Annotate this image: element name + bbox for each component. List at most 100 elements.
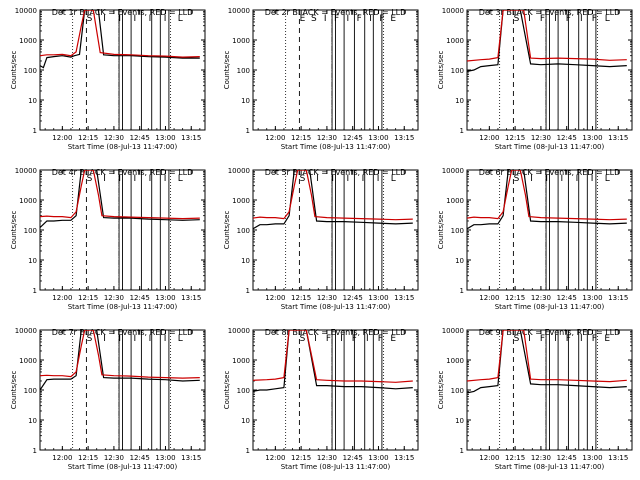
y-axis-label: Counts/sec: [437, 371, 445, 410]
y-tick-label: 100: [237, 67, 250, 75]
x-tick-label: 12:45: [557, 134, 577, 142]
marker-letter: I: [164, 14, 167, 24]
x-tick-label: 12:00: [265, 454, 285, 462]
x-tick-label: 12:00: [479, 454, 499, 462]
detector-panel-3: Det 3r BLACK = Events, RED = LLD11010010…: [437, 7, 633, 151]
series-line-events: [467, 330, 627, 394]
marker-letter: I: [362, 174, 365, 184]
marker-letter: F: [334, 14, 339, 24]
marker-letter: I: [134, 334, 137, 344]
marker-letter: L: [178, 334, 183, 344]
x-axis-label: Start Time (08-Jul-13 11:47:00): [495, 143, 605, 151]
y-tick-label: 10000: [442, 7, 464, 15]
marker-letter: L: [605, 174, 610, 184]
x-tick-label: 12:30: [531, 454, 551, 462]
detector-panel-9: Det 9r BLACK = Events, RED = LLD11010010…: [437, 327, 633, 471]
y-tick-label: 10000: [228, 327, 250, 335]
marker-letter: F: [379, 14, 384, 24]
x-tick-label: 13:00: [582, 134, 602, 142]
series-line-events: [467, 10, 627, 72]
y-tick-label: 100: [24, 67, 37, 75]
marker-letter: I: [149, 174, 152, 184]
x-axis-label: Start Time (08-Jul-13 11:47:00): [281, 143, 391, 151]
x-tick-label: 12:30: [317, 454, 337, 462]
y-tick-label: 1000: [446, 357, 464, 365]
marker-letter: L: [178, 14, 183, 24]
y-tick-label: 1: [246, 287, 250, 295]
x-tick-label: 12:30: [104, 134, 124, 142]
x-tick-label: 12:00: [52, 454, 72, 462]
y-axis-label: Counts/sec: [437, 51, 445, 90]
y-tick-label: 1: [460, 287, 464, 295]
y-axis-label: Counts/sec: [10, 211, 18, 250]
x-tick-label: 13:15: [394, 134, 414, 142]
x-tick-label: 12:00: [265, 134, 285, 142]
series-line-lld: [467, 10, 627, 62]
detector-panel-8: Det 8r BLACK = Events, RED = LLD11010010…: [223, 327, 419, 471]
marker-letter: I: [149, 14, 152, 24]
x-tick-label: 13:15: [608, 454, 628, 462]
marker-letter: I: [134, 14, 137, 24]
detector-panel-2: Det 2r BLACK = Events, RED = LLD11010010…: [223, 7, 419, 151]
x-axis-label: Start Time (08-Jul-13 11:47:00): [68, 303, 178, 311]
marker-letter: I: [347, 174, 350, 184]
x-tick-label: 13:15: [181, 454, 201, 462]
y-tick-label: 100: [24, 227, 37, 235]
y-tick-label: 10: [28, 417, 37, 425]
y-tick-label: 100: [24, 387, 37, 395]
x-tick-label: 13:00: [155, 454, 175, 462]
y-tick-label: 10000: [228, 7, 250, 15]
marker-letter: I: [103, 14, 106, 24]
marker-letter: F: [592, 14, 597, 24]
marker-letter: I: [561, 174, 564, 184]
y-tick-label: 1000: [19, 37, 37, 45]
detector-panel-7: Det 7r BLACK = Events, RED = LLD11010010…: [10, 327, 206, 471]
x-axis-label: Start Time (08-Jul-13 11:47:00): [68, 463, 178, 471]
x-tick-label: 12:45: [557, 454, 577, 462]
marker-letter: F: [540, 14, 545, 24]
marker-letter: F: [352, 334, 357, 344]
marker-letter: I: [164, 174, 167, 184]
x-tick-label: 12:00: [479, 134, 499, 142]
x-tick-label: 13:15: [181, 134, 201, 142]
marker-letter: F: [566, 334, 571, 344]
y-tick-label: 1: [33, 127, 37, 135]
marker-letter: I: [340, 334, 343, 344]
marker-letter: L: [605, 14, 610, 24]
x-tick-label: 12:15: [505, 134, 525, 142]
series-line-lld: [40, 170, 200, 220]
y-tick-label: 100: [451, 227, 464, 235]
marker-letter: S: [300, 174, 306, 184]
x-tick-label: 12:00: [52, 134, 72, 142]
marker-letter: I: [118, 174, 121, 184]
y-tick-label: 10: [455, 417, 464, 425]
marker-letter: I: [149, 334, 152, 344]
marker-letter: E: [300, 14, 306, 24]
x-axis-label: Start Time (08-Jul-13 11:47:00): [281, 463, 391, 471]
y-tick-label: 10: [455, 257, 464, 265]
marker-letter: F: [566, 14, 571, 24]
marker-letter: I: [118, 334, 121, 344]
series-line-lld: [467, 330, 627, 383]
x-tick-label: 12:45: [557, 294, 577, 302]
marker-letter: S: [311, 14, 317, 24]
x-tick-label: 12:30: [317, 294, 337, 302]
marker-letter: I: [118, 14, 121, 24]
y-tick-label: 100: [451, 387, 464, 395]
y-tick-label: 100: [451, 67, 464, 75]
y-tick-label: 1000: [19, 357, 37, 365]
y-tick-label: 1000: [446, 197, 464, 205]
x-tick-label: 12:45: [343, 134, 363, 142]
marker-letter: L: [391, 174, 396, 184]
detector-panel-5: Det 5r BLACK = Events, RED = LLD11010010…: [223, 167, 419, 311]
marker-letter: I: [528, 334, 531, 344]
y-tick-label: 1: [246, 127, 250, 135]
x-tick-label: 12:15: [78, 294, 98, 302]
marker-letter: S: [87, 174, 93, 184]
marker-letter: F: [540, 334, 545, 344]
x-tick-label: 13:15: [608, 134, 628, 142]
x-tick-label: 12:45: [343, 454, 363, 462]
series-line-lld: [40, 10, 200, 58]
y-tick-label: 1000: [446, 37, 464, 45]
marker-letter: I: [103, 174, 106, 184]
